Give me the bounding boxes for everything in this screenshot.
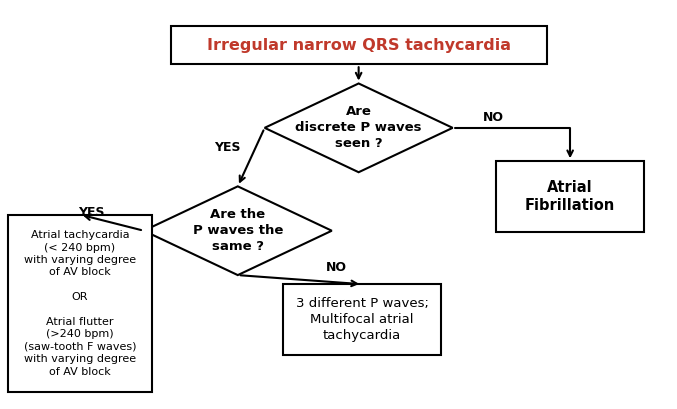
Text: NO: NO bbox=[326, 261, 347, 274]
Bar bbox=[283, 284, 441, 355]
Text: YES: YES bbox=[215, 141, 241, 153]
Text: Atrial tachycardia
(< 240 bpm)
with varying degree
of AV block

OR

Atrial flutt: Atrial tachycardia (< 240 bpm) with vary… bbox=[24, 230, 136, 377]
Text: 3 different P waves;
Multifocal atrial
tachycardia: 3 different P waves; Multifocal atrial t… bbox=[296, 297, 429, 342]
Text: YES: YES bbox=[79, 206, 105, 219]
Bar bbox=[496, 161, 644, 232]
Text: Are
discrete P waves
seen ?: Are discrete P waves seen ? bbox=[295, 106, 422, 151]
Text: NO: NO bbox=[483, 111, 504, 124]
Polygon shape bbox=[265, 83, 453, 172]
Bar bbox=[171, 26, 546, 64]
Text: Are the
P waves the
same ?: Are the P waves the same ? bbox=[192, 208, 283, 253]
Text: Atrial
Fibrillation: Atrial Fibrillation bbox=[525, 180, 615, 213]
Text: Irregular narrow QRS tachycardia: Irregular narrow QRS tachycardia bbox=[206, 38, 510, 53]
Polygon shape bbox=[144, 187, 332, 275]
Bar bbox=[8, 215, 152, 392]
